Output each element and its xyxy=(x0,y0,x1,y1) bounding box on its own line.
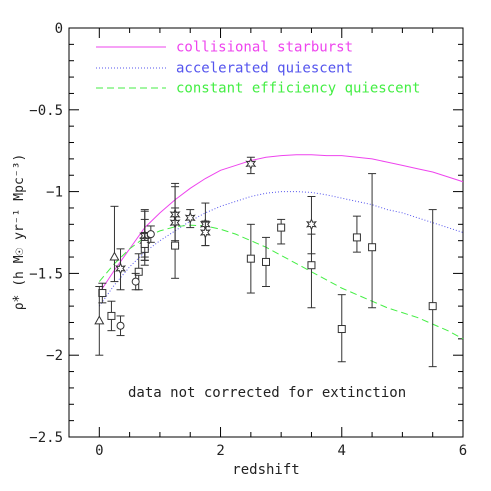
star-marker xyxy=(184,211,196,225)
extinction-note: data not corrected for extinction xyxy=(128,385,406,401)
data-point-square xyxy=(368,173,377,309)
y-tick-label: −1.5 xyxy=(29,266,63,282)
triangle-marker xyxy=(109,251,120,261)
square-marker xyxy=(140,239,149,248)
circle-marker xyxy=(146,230,155,239)
square-marker xyxy=(428,302,437,311)
legend-label-collisional-starburst: collisional starburst xyxy=(176,40,353,56)
data-point-square xyxy=(352,215,361,253)
data-point-star xyxy=(184,209,196,229)
square-marker xyxy=(352,233,361,242)
data-point-star xyxy=(115,248,126,291)
star-marker xyxy=(305,218,317,231)
legend: collisional starburst accelerated quiesc… xyxy=(96,40,420,97)
tick-labels: 0 2 4 6 0 −0.5 −1 −1.5 −2 −2.5 xyxy=(29,21,467,459)
data-point-circle xyxy=(146,225,155,243)
y-tick-label: 0 xyxy=(55,21,63,37)
x-tick-label: 6 xyxy=(459,443,467,459)
y-tick-label: −2.5 xyxy=(29,430,63,446)
square-marker xyxy=(368,243,377,252)
circle-marker xyxy=(116,321,125,330)
star-marker xyxy=(245,157,257,171)
star-marker xyxy=(115,262,126,275)
x-tick-label: 0 xyxy=(95,443,103,459)
y-tick-label: −0.5 xyxy=(29,103,63,119)
curve-collisional-starburst xyxy=(98,154,464,294)
data-point-square xyxy=(246,223,255,294)
square-marker xyxy=(337,325,346,334)
x-axis-title: redshift xyxy=(232,462,299,478)
y-axis-title: ρ̇* (h M☉ yr⁻¹ Mpc⁻³) xyxy=(12,154,27,311)
plot-frame xyxy=(68,27,464,438)
data-point-star xyxy=(199,220,211,247)
data-point-square xyxy=(107,300,116,332)
square-marker xyxy=(98,289,107,298)
data-point-circle xyxy=(131,272,140,291)
x-tick-label: 2 xyxy=(216,443,224,459)
data-point-square xyxy=(262,236,270,287)
data-points xyxy=(94,156,437,368)
x-tick-label: 4 xyxy=(338,443,346,459)
data-point-circle xyxy=(116,315,125,337)
data-point-square xyxy=(277,218,286,245)
data-point-square xyxy=(171,182,180,279)
data-point-square xyxy=(140,209,149,261)
star-marker xyxy=(199,226,211,239)
data-point-triangle xyxy=(109,205,120,283)
legend-label-constant-efficiency-quiescent: constant efficiency quiescent xyxy=(176,81,420,97)
square-marker xyxy=(262,257,270,266)
data-point-square xyxy=(307,233,316,309)
data-point-square xyxy=(337,294,346,363)
data-point-star xyxy=(245,156,257,175)
circle-marker xyxy=(131,277,140,286)
legend-label-accelerated-quiescent: accelerated quiescent xyxy=(176,61,353,77)
square-marker xyxy=(107,311,116,320)
data-point-square xyxy=(428,209,437,368)
model-curves xyxy=(98,154,464,340)
axis-ticks xyxy=(68,27,464,438)
square-marker xyxy=(134,267,143,276)
y-tick-label: −1 xyxy=(46,185,63,201)
square-marker xyxy=(307,261,316,270)
square-marker xyxy=(171,241,180,250)
square-marker xyxy=(246,254,255,263)
curve-constant-efficiency-quiescent xyxy=(98,224,464,340)
y-tick-label: −2 xyxy=(46,348,63,364)
data-point-triangle xyxy=(94,285,105,356)
triangle-marker xyxy=(94,315,105,325)
curve-accelerated-quiescent xyxy=(98,191,464,307)
square-marker xyxy=(277,223,286,232)
